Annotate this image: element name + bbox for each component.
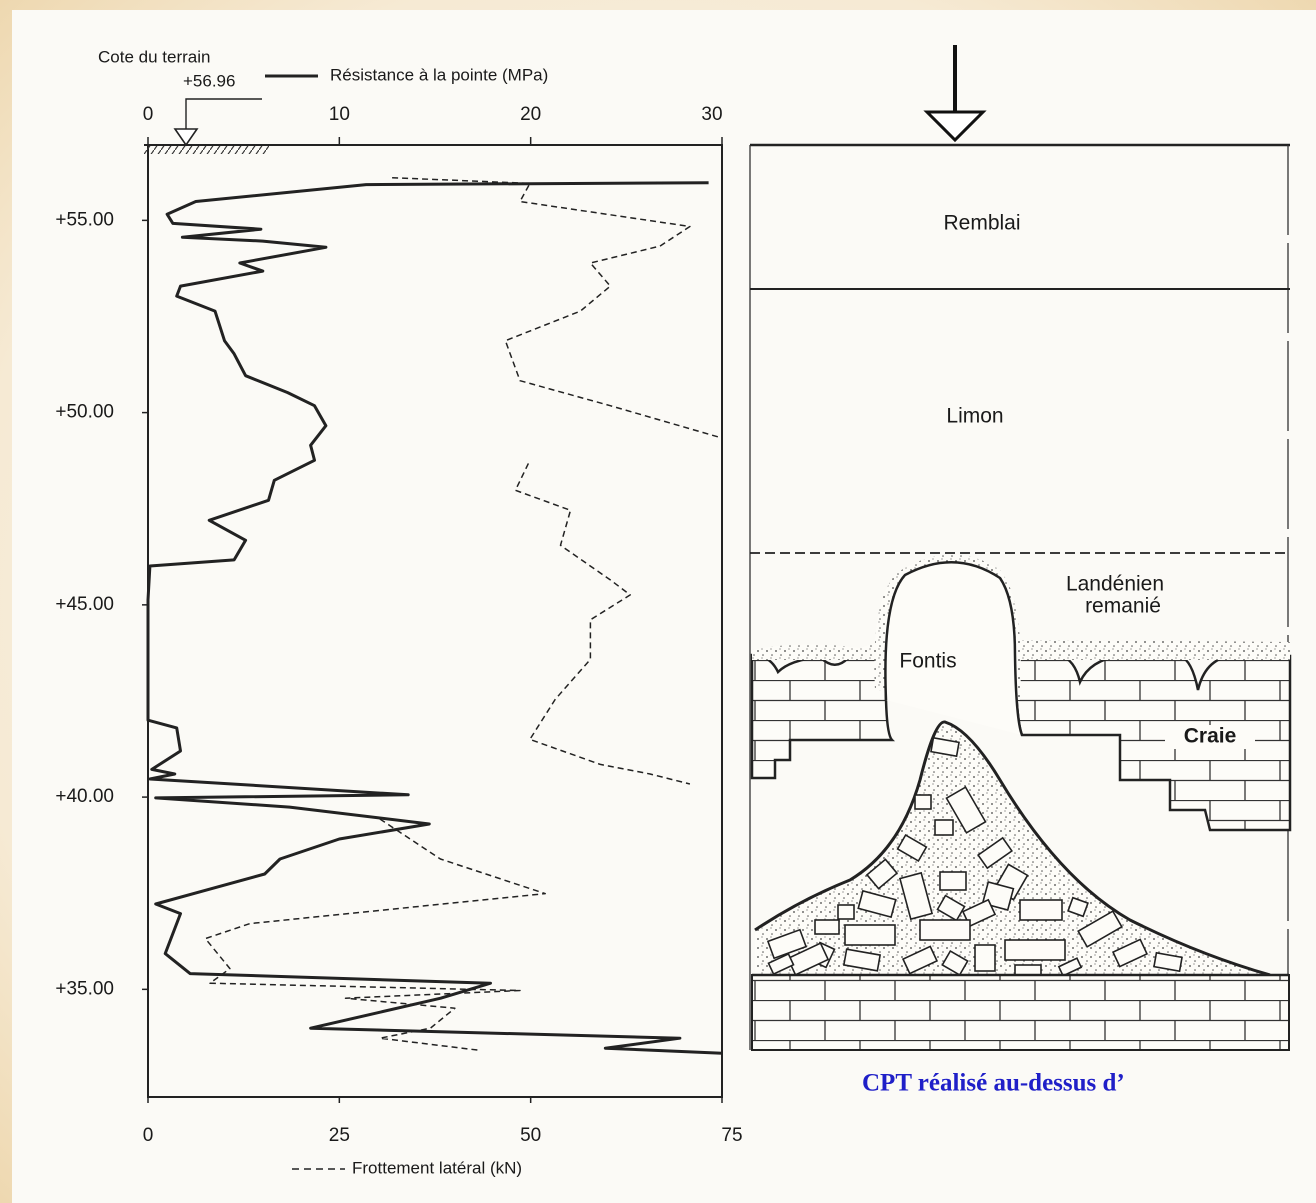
caption: CPT réalisé au-dessus d’: [862, 1070, 1125, 1097]
legend-label: Frottement latéral (kN): [352, 1158, 522, 1177]
x-tick-label: 75: [721, 1125, 742, 1146]
layer-label: Fontis: [899, 650, 956, 673]
layer-label: Remblai: [943, 212, 1020, 235]
x-tick-label: 25: [329, 1125, 350, 1146]
legend-label: Résistance à la pointe (MPa): [330, 65, 548, 84]
ground-title: Cote du terrain: [98, 47, 210, 66]
y-tick-label: +35.00: [55, 978, 114, 999]
x-tick-label: 50: [520, 1125, 541, 1146]
x2-tick-label: 10: [329, 104, 350, 125]
x-tick-label: 0: [143, 1125, 154, 1146]
x2-tick-label: 0: [143, 104, 154, 125]
y-tick-label: +40.00: [55, 786, 114, 807]
x2-tick-label: 30: [701, 104, 722, 125]
layer-label: Craie: [1184, 725, 1237, 748]
x2-tick-label: 20: [520, 104, 541, 125]
ground-elevation: +56.96: [183, 71, 235, 90]
layer-label: Limon: [946, 405, 1003, 428]
y-tick-label: +55.00: [55, 209, 114, 230]
page: Remblai Limon Landénien remanié Fontis C…: [0, 0, 1316, 1203]
chart: Remblai Limon Landénien remanié Fontis C…: [0, 0, 1316, 1203]
layer-label: remanié: [1085, 595, 1161, 618]
y-tick-label: +50.00: [55, 402, 114, 423]
y-tick-label: +45.00: [55, 594, 114, 615]
layer-label: Landénien: [1066, 573, 1164, 596]
